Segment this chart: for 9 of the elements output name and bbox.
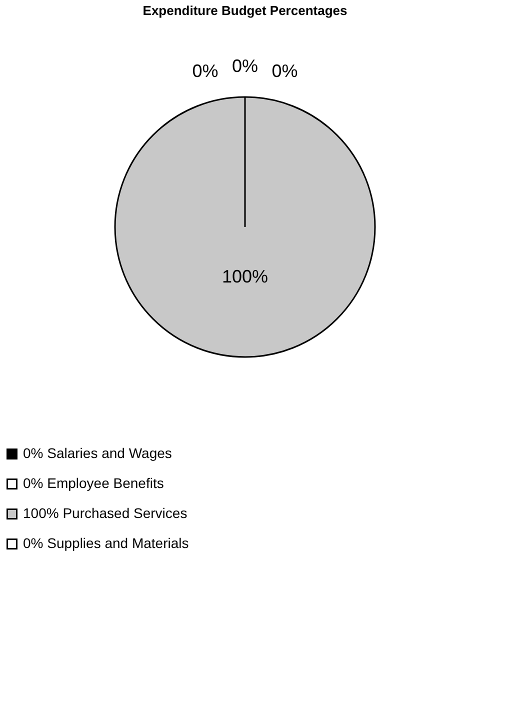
- legend-label: 0% Salaries and Wages: [23, 445, 172, 461]
- chart-title: Expenditure Budget Percentages: [142, 3, 348, 18]
- legend-label: 0% Employee Benefits: [23, 475, 164, 491]
- legend-label: 0% Supplies and Materials: [23, 535, 189, 551]
- text: 0%: [232, 56, 258, 76]
- legend-label: 100% Purchased Services: [23, 505, 188, 521]
- text: 0%: [192, 61, 218, 82]
- text: 0%: [272, 61, 298, 82]
- data-label: 100%: [222, 266, 268, 287]
